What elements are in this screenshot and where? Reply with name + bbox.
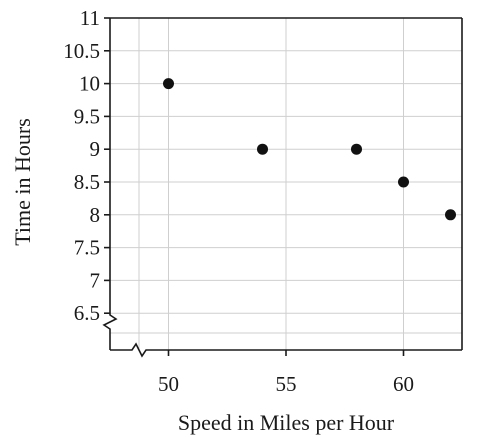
x-axis-label: Speed in Miles per Hour [178,410,395,435]
y-axis-line [102,18,118,350]
x-axis-ticks: 505560657075 [158,350,414,396]
data-point [257,143,268,155]
y-tick-label: 9 [90,137,101,161]
y-tick-label: 7 [90,268,101,292]
y-tick-label: 8 [90,203,101,227]
data-point [351,143,362,155]
grid [110,17,462,350]
x-tick-label: 50 [158,372,179,396]
data-points [163,78,456,221]
y-axis-ticks: 6.5 7 7.5 8 8.5 9 9.5 10 10.5 11 [63,6,110,325]
data-point [163,78,174,90]
data-point [398,176,409,188]
x-tick-label: 60 [393,372,414,396]
y-tick-label: 9.5 [74,104,100,128]
x-axis-line [110,342,462,358]
y-tick-label: 10 [79,72,100,96]
axes [102,17,463,358]
y-tick-label: 11 [80,6,100,30]
x-tick-label: 55 [276,372,297,396]
y-tick-label: 7.5 [74,236,100,260]
data-point [445,209,456,221]
y-tick-label: 6.5 [74,301,100,325]
y-tick-label: 8.5 [74,170,100,194]
y-axis-label: Time in Hours [10,118,35,246]
y-tick-label: 10.5 [63,39,100,63]
